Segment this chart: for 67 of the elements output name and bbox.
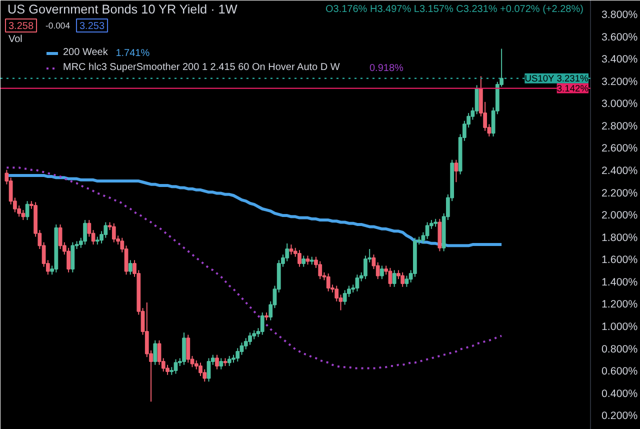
y-tick-label: 3.000% xyxy=(602,98,638,110)
candlestick xyxy=(404,275,409,288)
candlestick xyxy=(153,340,158,366)
y-tick-label: 1.200% xyxy=(602,298,638,311)
candlestick xyxy=(70,242,75,273)
y-tick-label: 2.200% xyxy=(602,187,638,200)
annotation: 3.258 xyxy=(8,21,34,32)
y-tick-label: 2.600% xyxy=(602,142,638,155)
candlestick xyxy=(400,272,405,288)
candlestick xyxy=(298,250,302,268)
y-tick-label: 0.200% xyxy=(602,410,638,422)
candlestick xyxy=(128,260,132,276)
y-tick-label: 2.800% xyxy=(602,120,638,132)
y-tick-label: 1.800% xyxy=(602,232,638,244)
candlestick xyxy=(25,200,30,221)
annotation: 0.918% xyxy=(370,63,404,74)
candlestick xyxy=(388,267,392,288)
y-tick-label: 0.400% xyxy=(602,388,638,400)
y-tick-label: 1.600% xyxy=(602,254,638,266)
candlestick xyxy=(248,332,252,346)
candlestick xyxy=(227,355,232,366)
annotation: Vol xyxy=(8,34,22,45)
y-tick-label: 3.200% xyxy=(602,76,638,88)
y-tick-label: 2.400% xyxy=(602,164,638,177)
candlestick xyxy=(219,358,224,370)
ref-line-label: 3.142% xyxy=(556,83,589,94)
candlestick xyxy=(83,220,87,246)
candlestick xyxy=(58,224,62,250)
y-tick-label: 0.800% xyxy=(602,343,638,356)
y-tick-label: 3.400% xyxy=(602,54,638,66)
annotation: O3.176% H3.497% L3.157% C3.231% +0.072% (+2.28%) xyxy=(326,4,584,15)
candlestick xyxy=(454,159,458,183)
candlestick xyxy=(240,342,244,356)
candlestick xyxy=(186,334,190,364)
ref-line-label: US10Y 3.231% xyxy=(524,73,588,84)
candlestick xyxy=(87,220,92,238)
candlestick xyxy=(376,262,380,280)
y-tick-label: 2.000% xyxy=(602,210,638,222)
candlestick xyxy=(318,260,322,280)
candlestick xyxy=(380,265,384,280)
candlestick xyxy=(112,222,116,243)
candlestick xyxy=(206,358,211,382)
candlestick xyxy=(302,255,306,268)
y-tick-label: 1.400% xyxy=(602,276,638,288)
candlestick xyxy=(215,354,219,370)
legend-label: 200 Week xyxy=(63,46,108,59)
y-tick-label: 1.000% xyxy=(602,320,638,333)
candlestick xyxy=(342,290,347,306)
legend-label: MRC hlc3 SuperSmoother 200 1 2.415 60 On Hover Auto D W xyxy=(63,61,340,74)
chart-title: US Government Bonds 10 YR Yield · 1W xyxy=(8,2,238,16)
candlestick xyxy=(326,273,330,292)
candlestick xyxy=(392,270,396,288)
y-tick-label: 3.600% xyxy=(602,31,638,44)
candlestick xyxy=(289,244,294,256)
candlestick xyxy=(182,332,186,366)
y-tick-label: 0.600% xyxy=(602,366,638,378)
annotation: 3.253 xyxy=(80,21,105,32)
annotation: 1.741% xyxy=(116,48,150,59)
candlestick xyxy=(260,312,264,336)
line-series xyxy=(6,166,503,370)
candlestick xyxy=(174,358,178,374)
candlestick xyxy=(425,222,430,240)
candlestick xyxy=(355,274,360,292)
annotation: -0.004 xyxy=(46,20,70,30)
candlestick xyxy=(21,209,26,221)
y-tick-label: 3.800% xyxy=(602,8,638,21)
candlestick xyxy=(157,340,162,366)
